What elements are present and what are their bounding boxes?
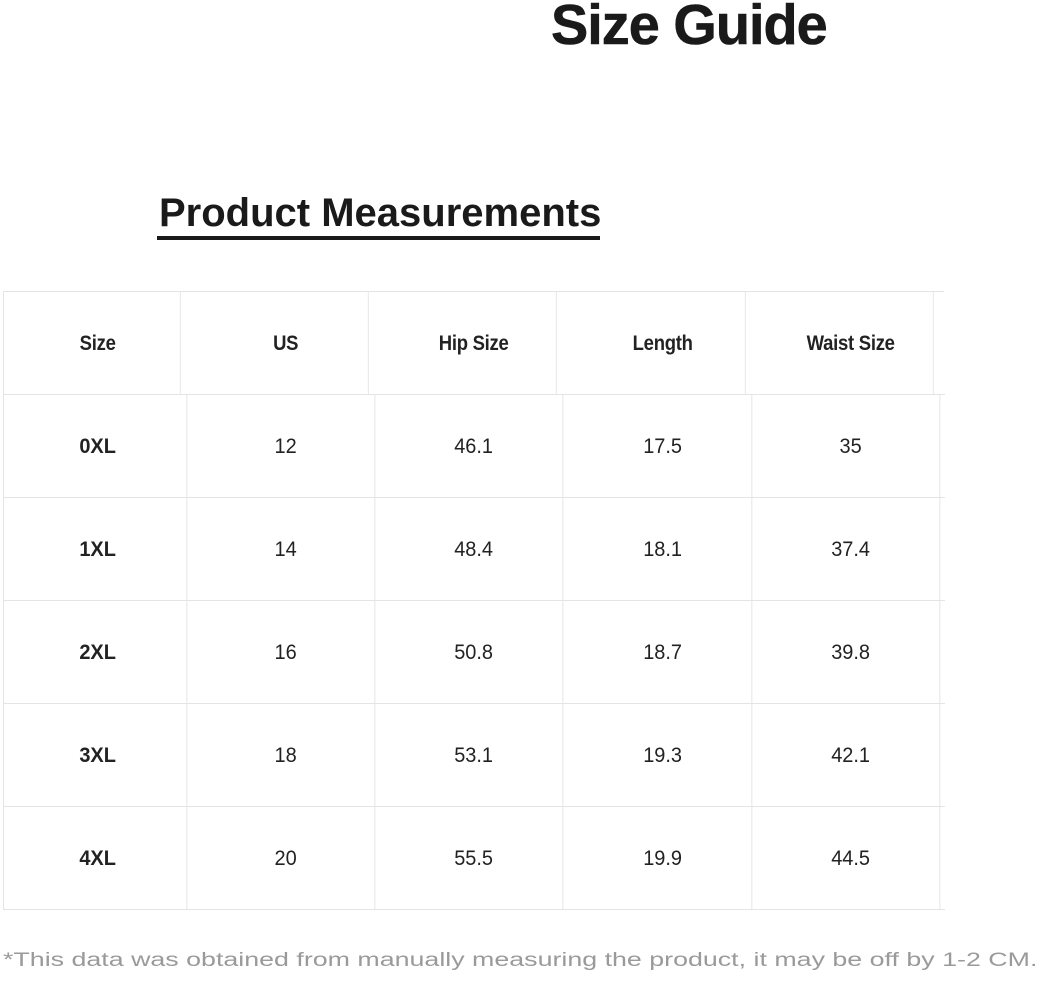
svg-text:Product Measurements: Product Measurements bbox=[159, 191, 601, 235]
svg-text:Size Guide: Size Guide bbox=[551, 0, 827, 56]
